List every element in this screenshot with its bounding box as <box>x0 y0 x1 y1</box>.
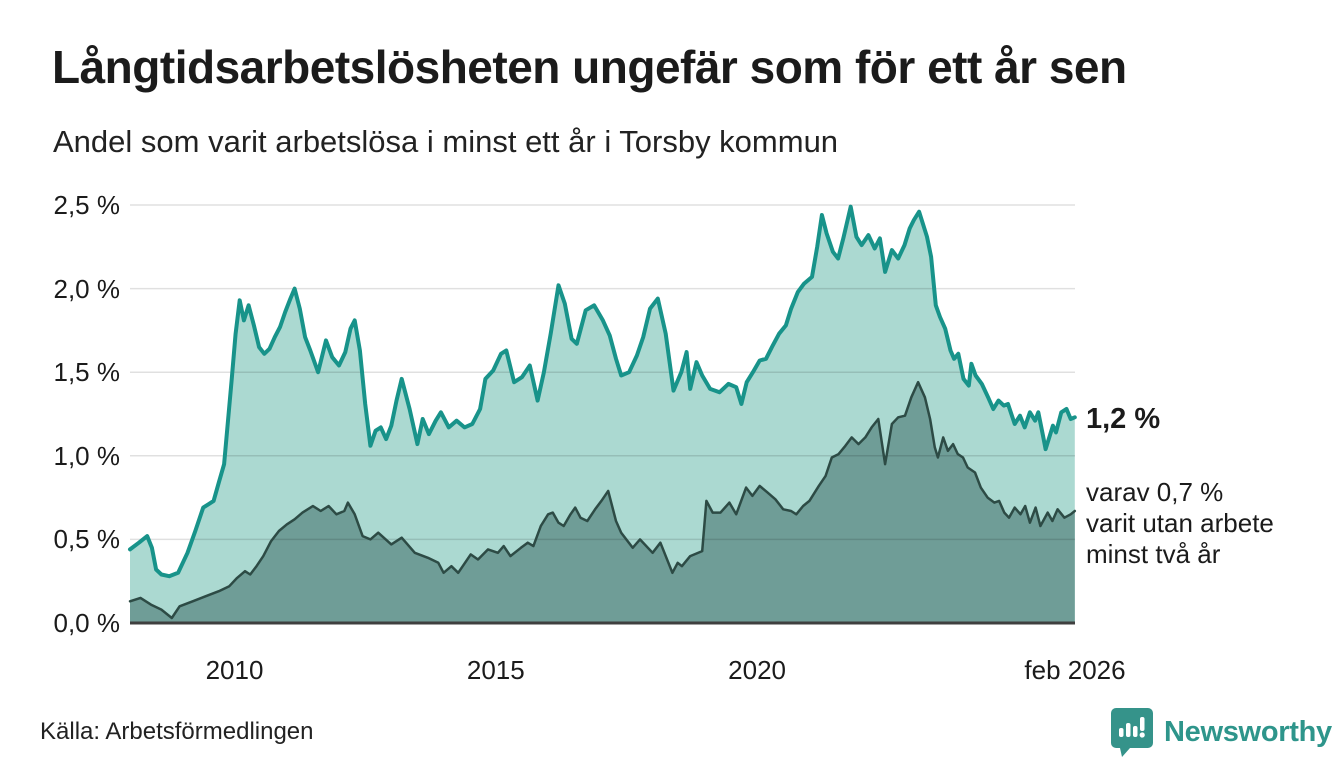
y-tick-label: 0,5 % <box>53 524 121 555</box>
y-tick-label: 2,5 % <box>53 190 121 220</box>
y-tick-label: 0,0 % <box>53 608 121 638</box>
secondary-annotation-line: varav 0,7 % <box>1086 477 1224 507</box>
x-tick-label: feb 2026 <box>1024 655 1126 685</box>
y-tick-label: 1,5 % <box>53 357 121 388</box>
page-subtitle: Andel som varit arbetslösa i minst ett å… <box>53 124 839 159</box>
y-tick-label: 1,0 % <box>53 440 121 471</box>
y-tick-label: 2,0 % <box>53 273 121 304</box>
secondary-annotation: varav 0,7 % varit utan arbete minst två år <box>1086 477 1274 570</box>
source-credit: Källa: Arbetsförmedlingen <box>40 718 314 745</box>
line-two-years <box>128 380 1077 620</box>
line-one-year <box>128 204 1077 579</box>
secondary-annotation-line: varit utan arbete <box>1086 508 1274 538</box>
x-tick-label: 2020 <box>728 655 787 685</box>
secondary-annotation-line: minst två år <box>1086 539 1221 569</box>
newsworthy-logo-icon <box>1111 708 1153 757</box>
chart-canvas <box>128 204 1077 625</box>
page-title: Långtidsarbetslösheten ungefär som för e… <box>52 41 1127 93</box>
newsworthy-logo: Newsworthy <box>1110 706 1332 758</box>
end-value-label: 1,2 % <box>1086 403 1161 435</box>
newsworthy-logo-text: Newsworthy <box>1164 715 1332 748</box>
x-tick-label: 2015 <box>466 655 525 685</box>
area-chart: 0,0 % 0,5 % 1,0 % 1,5 % 2,0 % 2,5 % 2010 2015 2… <box>0 170 1340 690</box>
x-tick-label: 2010 <box>205 655 264 685</box>
area-fill-two-years <box>130 382 1075 623</box>
